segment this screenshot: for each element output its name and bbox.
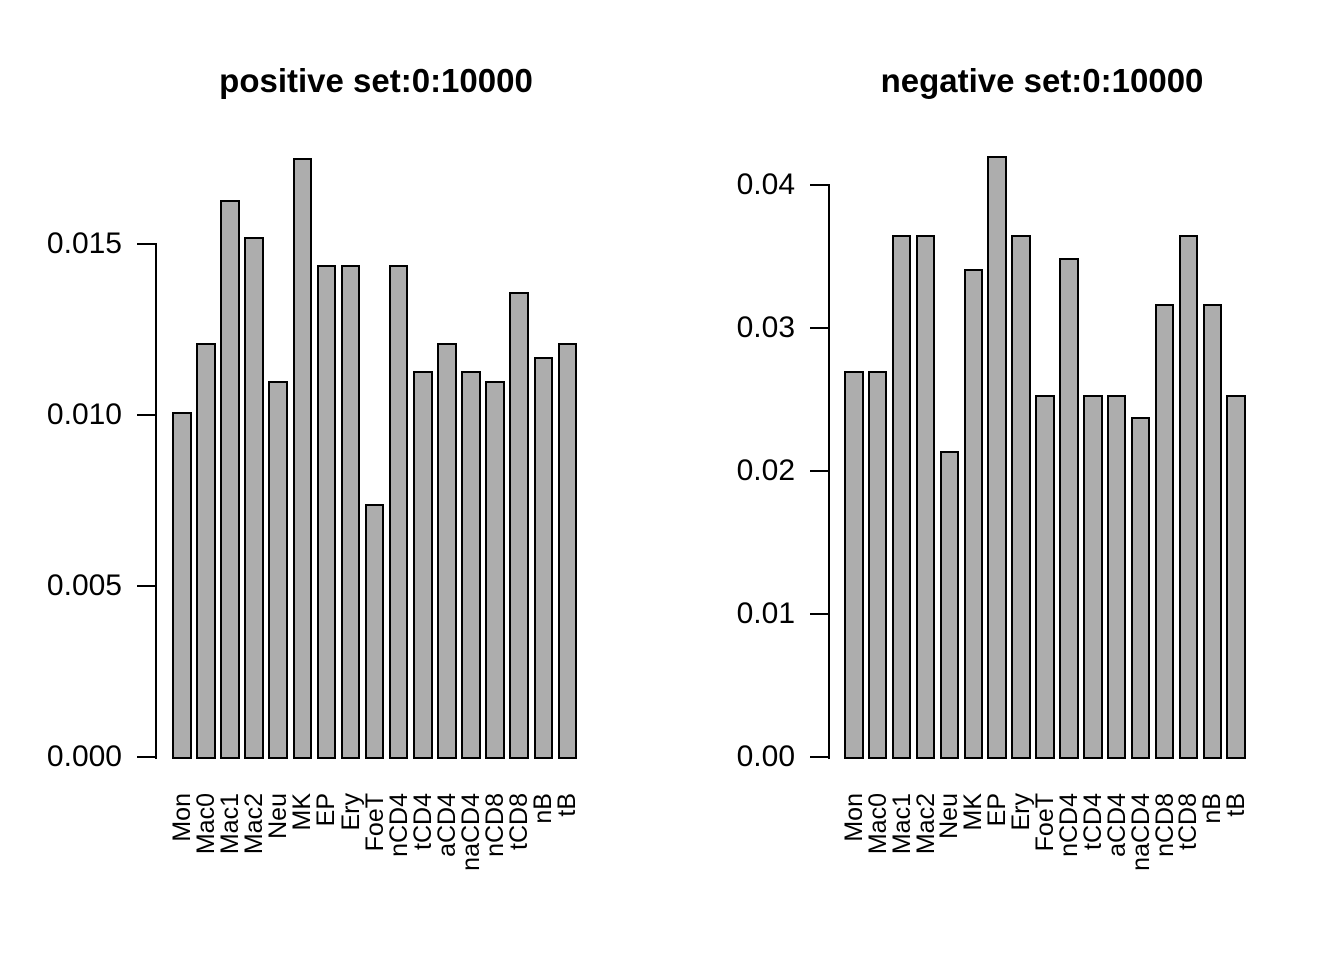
bar-aCD4 [1106, 395, 1127, 759]
bar-EP [987, 156, 1007, 759]
bar-tCD4 [413, 371, 433, 759]
bar-FoeT [1035, 395, 1055, 759]
y-axis-tick [137, 243, 157, 245]
bar-aCD4 [437, 343, 457, 759]
bar-Neu [268, 381, 288, 759]
bar-Mon [844, 371, 864, 759]
bar-Ery [340, 265, 361, 759]
bar-Neu [939, 451, 960, 759]
y-axis-tick [810, 756, 830, 758]
bar-tCD8 [509, 292, 529, 759]
x-label-tB: tB [553, 793, 582, 817]
y-axis-line [828, 185, 830, 759]
y-axis-line [155, 244, 157, 759]
y-tick-label: 0.000 [46, 740, 122, 773]
y-axis-tick [810, 470, 830, 472]
bar-Ery [1011, 235, 1031, 759]
bar-nB [1202, 304, 1223, 759]
y-tick-label: 0.00 [736, 740, 795, 773]
y-tick-label: 0.01 [736, 597, 795, 630]
bar-Mac2 [915, 235, 936, 759]
bar-nCD4 [1059, 258, 1079, 759]
bar-nB [533, 357, 554, 759]
bar-FoeT [364, 504, 385, 759]
y-tick-label: 0.010 [46, 398, 122, 431]
bar-MK [963, 269, 984, 759]
bar-tB [1226, 395, 1246, 759]
bar-naCD4 [1130, 417, 1151, 759]
y-axis-tick [810, 327, 830, 329]
y-tick-label: 0.04 [736, 168, 795, 201]
bar-nCD8 [485, 381, 505, 759]
bar-Mac1 [891, 235, 912, 759]
bar-Mon [172, 412, 192, 759]
chart-title-negative: negative set:0:10000 [880, 62, 1204, 99]
y-tick-label: 0.005 [46, 569, 122, 602]
bar-nCD4 [388, 265, 409, 759]
bar-nCD8 [1154, 304, 1175, 759]
bar-tCD4 [1083, 395, 1103, 759]
x-label-tB: tB [1222, 793, 1251, 817]
chart-title-positive: positive set:0:10000 [219, 62, 533, 99]
y-tick-label: 0.03 [736, 311, 795, 344]
y-tick-label: 0.015 [46, 227, 122, 260]
bar-EP [316, 265, 337, 759]
bar-tB [557, 343, 578, 759]
y-axis-tick [137, 414, 157, 416]
bar-Mac0 [196, 343, 216, 759]
y-tick-label: 0.02 [736, 454, 795, 487]
y-axis-tick [137, 585, 157, 587]
bar-naCD4 [461, 371, 481, 759]
y-axis-tick [137, 756, 157, 758]
bar-Mac2 [244, 237, 264, 759]
bar-Mac0 [867, 371, 888, 759]
bar-Mac1 [220, 200, 240, 759]
y-axis-tick [810, 184, 830, 186]
bar-tCD8 [1178, 235, 1199, 759]
bar-MK [292, 158, 313, 759]
y-axis-tick [810, 613, 830, 615]
